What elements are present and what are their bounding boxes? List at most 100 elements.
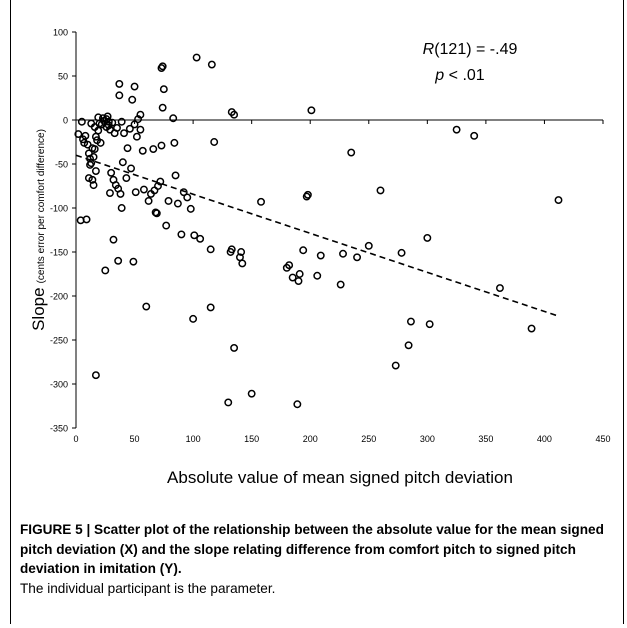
x-tick-label: 450	[595, 434, 610, 444]
data-point	[136, 110, 145, 119]
x-tick-label: 300	[420, 434, 435, 444]
figure-caption: FIGURE 5 | Scatter plot of the relations…	[20, 520, 616, 598]
data-point	[106, 189, 114, 197]
data-point	[162, 221, 171, 230]
data-point	[397, 248, 406, 257]
y-tick-label: -100	[50, 204, 68, 214]
x-tick-label: 250	[361, 434, 376, 444]
data-point	[196, 234, 205, 243]
data-point	[353, 253, 362, 262]
data-point	[295, 270, 304, 278]
data-point	[527, 324, 536, 333]
data-point	[104, 117, 113, 126]
data-point	[391, 361, 400, 370]
y-tick-label: 50	[58, 72, 68, 82]
data-point	[247, 389, 256, 398]
scatter-chart: 100 50 0 -50 -100 -150 -200 -250 -300 -350 0 50 100 1…	[29, 28, 611, 488]
data-point	[157, 141, 166, 150]
y-tick-label: -250	[50, 336, 68, 346]
data-point	[90, 145, 99, 153]
data-point	[122, 174, 131, 183]
y-tick-label: -150	[50, 248, 68, 258]
data-point	[554, 196, 563, 205]
data-point	[123, 144, 132, 153]
data-point	[107, 168, 116, 177]
data-point	[117, 117, 126, 126]
data-point	[307, 106, 316, 115]
data-point	[117, 204, 126, 212]
data-point	[177, 230, 186, 239]
y-tick-label: -300	[50, 380, 68, 390]
x-tick-label: 150	[244, 434, 259, 444]
x-tick-label: 400	[537, 434, 552, 444]
data-point	[152, 209, 161, 218]
y-tick-label: -200	[50, 292, 68, 302]
x-tick-label: 0	[73, 434, 78, 444]
data-point	[186, 204, 195, 213]
data-point	[238, 259, 247, 268]
data-point	[136, 125, 145, 134]
data-point	[303, 190, 312, 199]
data-point	[109, 235, 118, 244]
r-symbol: R	[423, 41, 435, 58]
tick-labels: 100 50 0 -50 -100 -150 -200 -250 -300 -350 0 50 100 1…	[50, 28, 611, 445]
data-point	[114, 256, 123, 265]
data-point	[113, 123, 121, 132]
data-point	[149, 145, 158, 153]
data-point	[237, 248, 246, 256]
data-point	[115, 91, 124, 100]
data-point	[127, 164, 135, 173]
data-point	[230, 343, 239, 352]
data-point	[91, 371, 100, 380]
data-point	[285, 261, 294, 270]
data-point	[189, 314, 198, 323]
data-point	[91, 167, 100, 175]
data-point	[404, 341, 413, 350]
r-value: (121) = -.49	[434, 41, 517, 58]
x-tick-label: 50	[130, 434, 140, 444]
y-axis-subtitle: (cents error per comfort difference)	[36, 129, 47, 283]
caption-title: FIGURE 5 | Scatter plot of the relations…	[20, 522, 604, 576]
data-point	[96, 138, 105, 147]
data-point	[336, 280, 345, 289]
data-point	[125, 124, 134, 133]
data-point	[118, 158, 127, 167]
data-point	[227, 245, 236, 254]
data-point	[425, 320, 434, 329]
data-point	[316, 251, 325, 260]
data-point	[206, 303, 215, 312]
data-point	[74, 130, 83, 139]
data-point	[94, 126, 103, 135]
data-point	[129, 257, 138, 266]
data-point	[339, 249, 347, 258]
p-value-annotation: p < .01	[434, 67, 484, 84]
p-symbol: p	[434, 67, 444, 84]
data-point	[423, 233, 432, 242]
data-point	[139, 185, 148, 194]
data-point	[170, 138, 179, 147]
data-point	[452, 125, 461, 134]
data-point	[347, 148, 356, 157]
x-tick-label: 100	[186, 434, 201, 444]
data-point	[88, 175, 97, 184]
figure-frame	[10, 0, 624, 624]
y-axis-title: Slope	[29, 287, 48, 330]
data-point	[115, 79, 124, 88]
p-value: < .01	[444, 67, 485, 84]
data-point	[120, 129, 128, 138]
data-point	[376, 186, 385, 195]
data-point	[299, 246, 308, 255]
data-point	[101, 266, 110, 275]
data-point	[158, 62, 167, 71]
data-point	[183, 193, 192, 202]
data-point	[158, 103, 167, 112]
data-point	[179, 188, 188, 197]
data-point	[169, 114, 178, 123]
data-point	[192, 53, 201, 62]
caption-note: The individual participant is the parame…	[20, 580, 276, 596]
y-tick-label: 100	[53, 28, 68, 38]
data-point	[116, 189, 125, 198]
data-point	[173, 199, 182, 208]
data-point	[130, 82, 139, 91]
data-point	[206, 245, 215, 254]
